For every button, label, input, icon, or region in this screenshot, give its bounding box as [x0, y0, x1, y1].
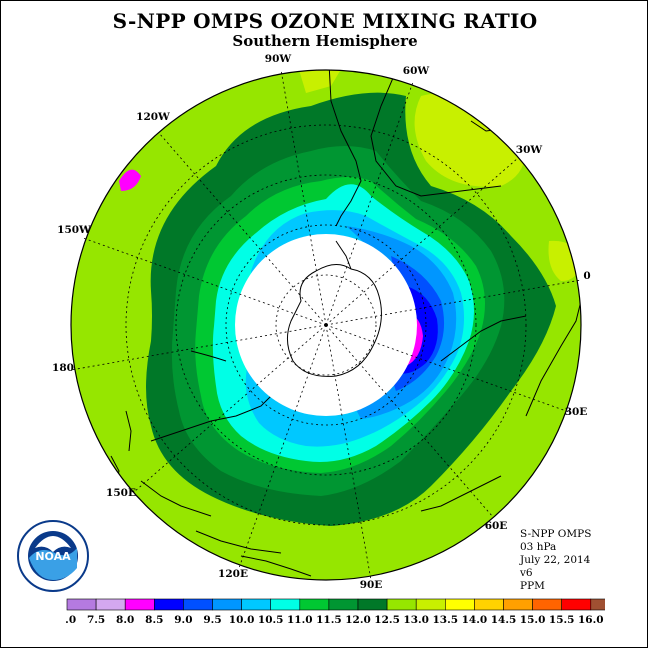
- colorbar-swatch: [124, 598, 155, 611]
- colorbar-tick-label: 11.0: [287, 614, 313, 626]
- colorbar-swatch: [444, 598, 475, 611]
- colorbar-tick-label: 12.0: [345, 614, 371, 626]
- colorbar-swatch: [590, 598, 605, 611]
- lon-label-120w: 120W: [136, 111, 170, 123]
- lon-label-90e: 90E: [360, 579, 383, 591]
- colorbar-tick-label: 7.5: [87, 614, 105, 626]
- noaa-logo-text: NOAA: [35, 550, 71, 563]
- colorbar-swatch: [241, 598, 272, 611]
- antarctic-peninsula: [335, 240, 352, 270]
- colorbar-tick-label: 7.0: [65, 614, 76, 626]
- colorbar-swatch: [299, 598, 330, 611]
- info-date: July 22, 2014: [520, 554, 591, 566]
- noaa-logo: NOAA: [17, 520, 89, 592]
- colorbar-swatch: [386, 598, 417, 611]
- antarctica-coastline: [287, 264, 382, 377]
- colorbar-tick-label: 15.5: [549, 614, 575, 626]
- lon-label-0: 0: [583, 270, 590, 282]
- colorbar-tick-label: 12.5: [374, 614, 400, 626]
- colorbar-swatch: [561, 598, 592, 611]
- colorbar-swatch: [66, 598, 97, 611]
- ozone-contour-13.0: [297, 70, 346, 93]
- south-pole-marker: [324, 323, 328, 327]
- colorbar-swatch: [503, 598, 533, 611]
- lon-label-150e: 150E: [106, 487, 136, 499]
- coastlines: [110, 70, 581, 577]
- lon-label-90w: 90W: [265, 53, 292, 65]
- colorbar-swatch: [212, 598, 242, 611]
- lon-label-150w: 150W: [57, 224, 91, 236]
- lon-label-60e: 60E: [485, 520, 508, 532]
- lon-label-30w: 30W: [516, 144, 543, 156]
- graticule: [70, 69, 582, 581]
- colorbar-swatch: [415, 598, 446, 611]
- figure-subtitle: Southern Hemisphere: [232, 32, 418, 50]
- colorbar-tick-label: 10.5: [258, 614, 284, 626]
- figure-title: S-NPP OMPS OZONE MIXING RATIO: [112, 9, 538, 33]
- map-border: [70, 69, 582, 581]
- colorbar-tick-label: 8.0: [116, 614, 134, 626]
- info-pressure-level: 03 hPa: [520, 541, 557, 553]
- colorbar-tick-label: 8.5: [145, 614, 163, 626]
- info-units: PPM: [520, 580, 545, 592]
- lon-label-180: 180: [52, 362, 74, 374]
- colorbar-swatch: [357, 598, 388, 611]
- colorbar: 7.0 7.5 8.0 8.5 9.0 9.5 10.010.511.011.512.012…: [65, 598, 605, 626]
- colorbar-swatch: [474, 598, 504, 611]
- colorbar-tick-label: 11.5: [316, 614, 342, 626]
- colorbar-swatch: [532, 598, 563, 611]
- colorbar-tick-label: 14.0: [462, 614, 488, 626]
- lon-label-60w: 60W: [403, 65, 430, 77]
- colorbar-tick-label: 9.0: [174, 614, 192, 626]
- colorbar-swatch: [95, 598, 126, 611]
- colorbar-tick-label: 9.5: [203, 614, 221, 626]
- colorbar-tick-label: 16.0: [578, 614, 604, 626]
- colorbar-tick-label: 15.0: [520, 614, 546, 626]
- colorbar-swatch: [328, 598, 359, 611]
- lon-label-30e: 30E: [565, 406, 588, 418]
- info-instrument: S-NPP OMPS: [520, 528, 592, 540]
- colorbar-tick-label: 10.0: [229, 614, 255, 626]
- ozone-contour-magenta-spot: [119, 169, 141, 191]
- info-block: S-NPP OMPS 03 hPa July 22, 2014 v6 PPM: [520, 528, 591, 593]
- colorbar-swatch: [154, 598, 184, 611]
- colorbar-swatch: [270, 598, 301, 611]
- info-version: v6: [520, 567, 533, 579]
- lon-label-120e: 120E: [218, 568, 248, 580]
- colorbar-tick-label: 13.0: [403, 614, 429, 626]
- colorbar-tick-label: 13.5: [433, 614, 459, 626]
- colorbar-swatch: [183, 598, 213, 611]
- colorbar-tick-label: 14.5: [491, 614, 517, 626]
